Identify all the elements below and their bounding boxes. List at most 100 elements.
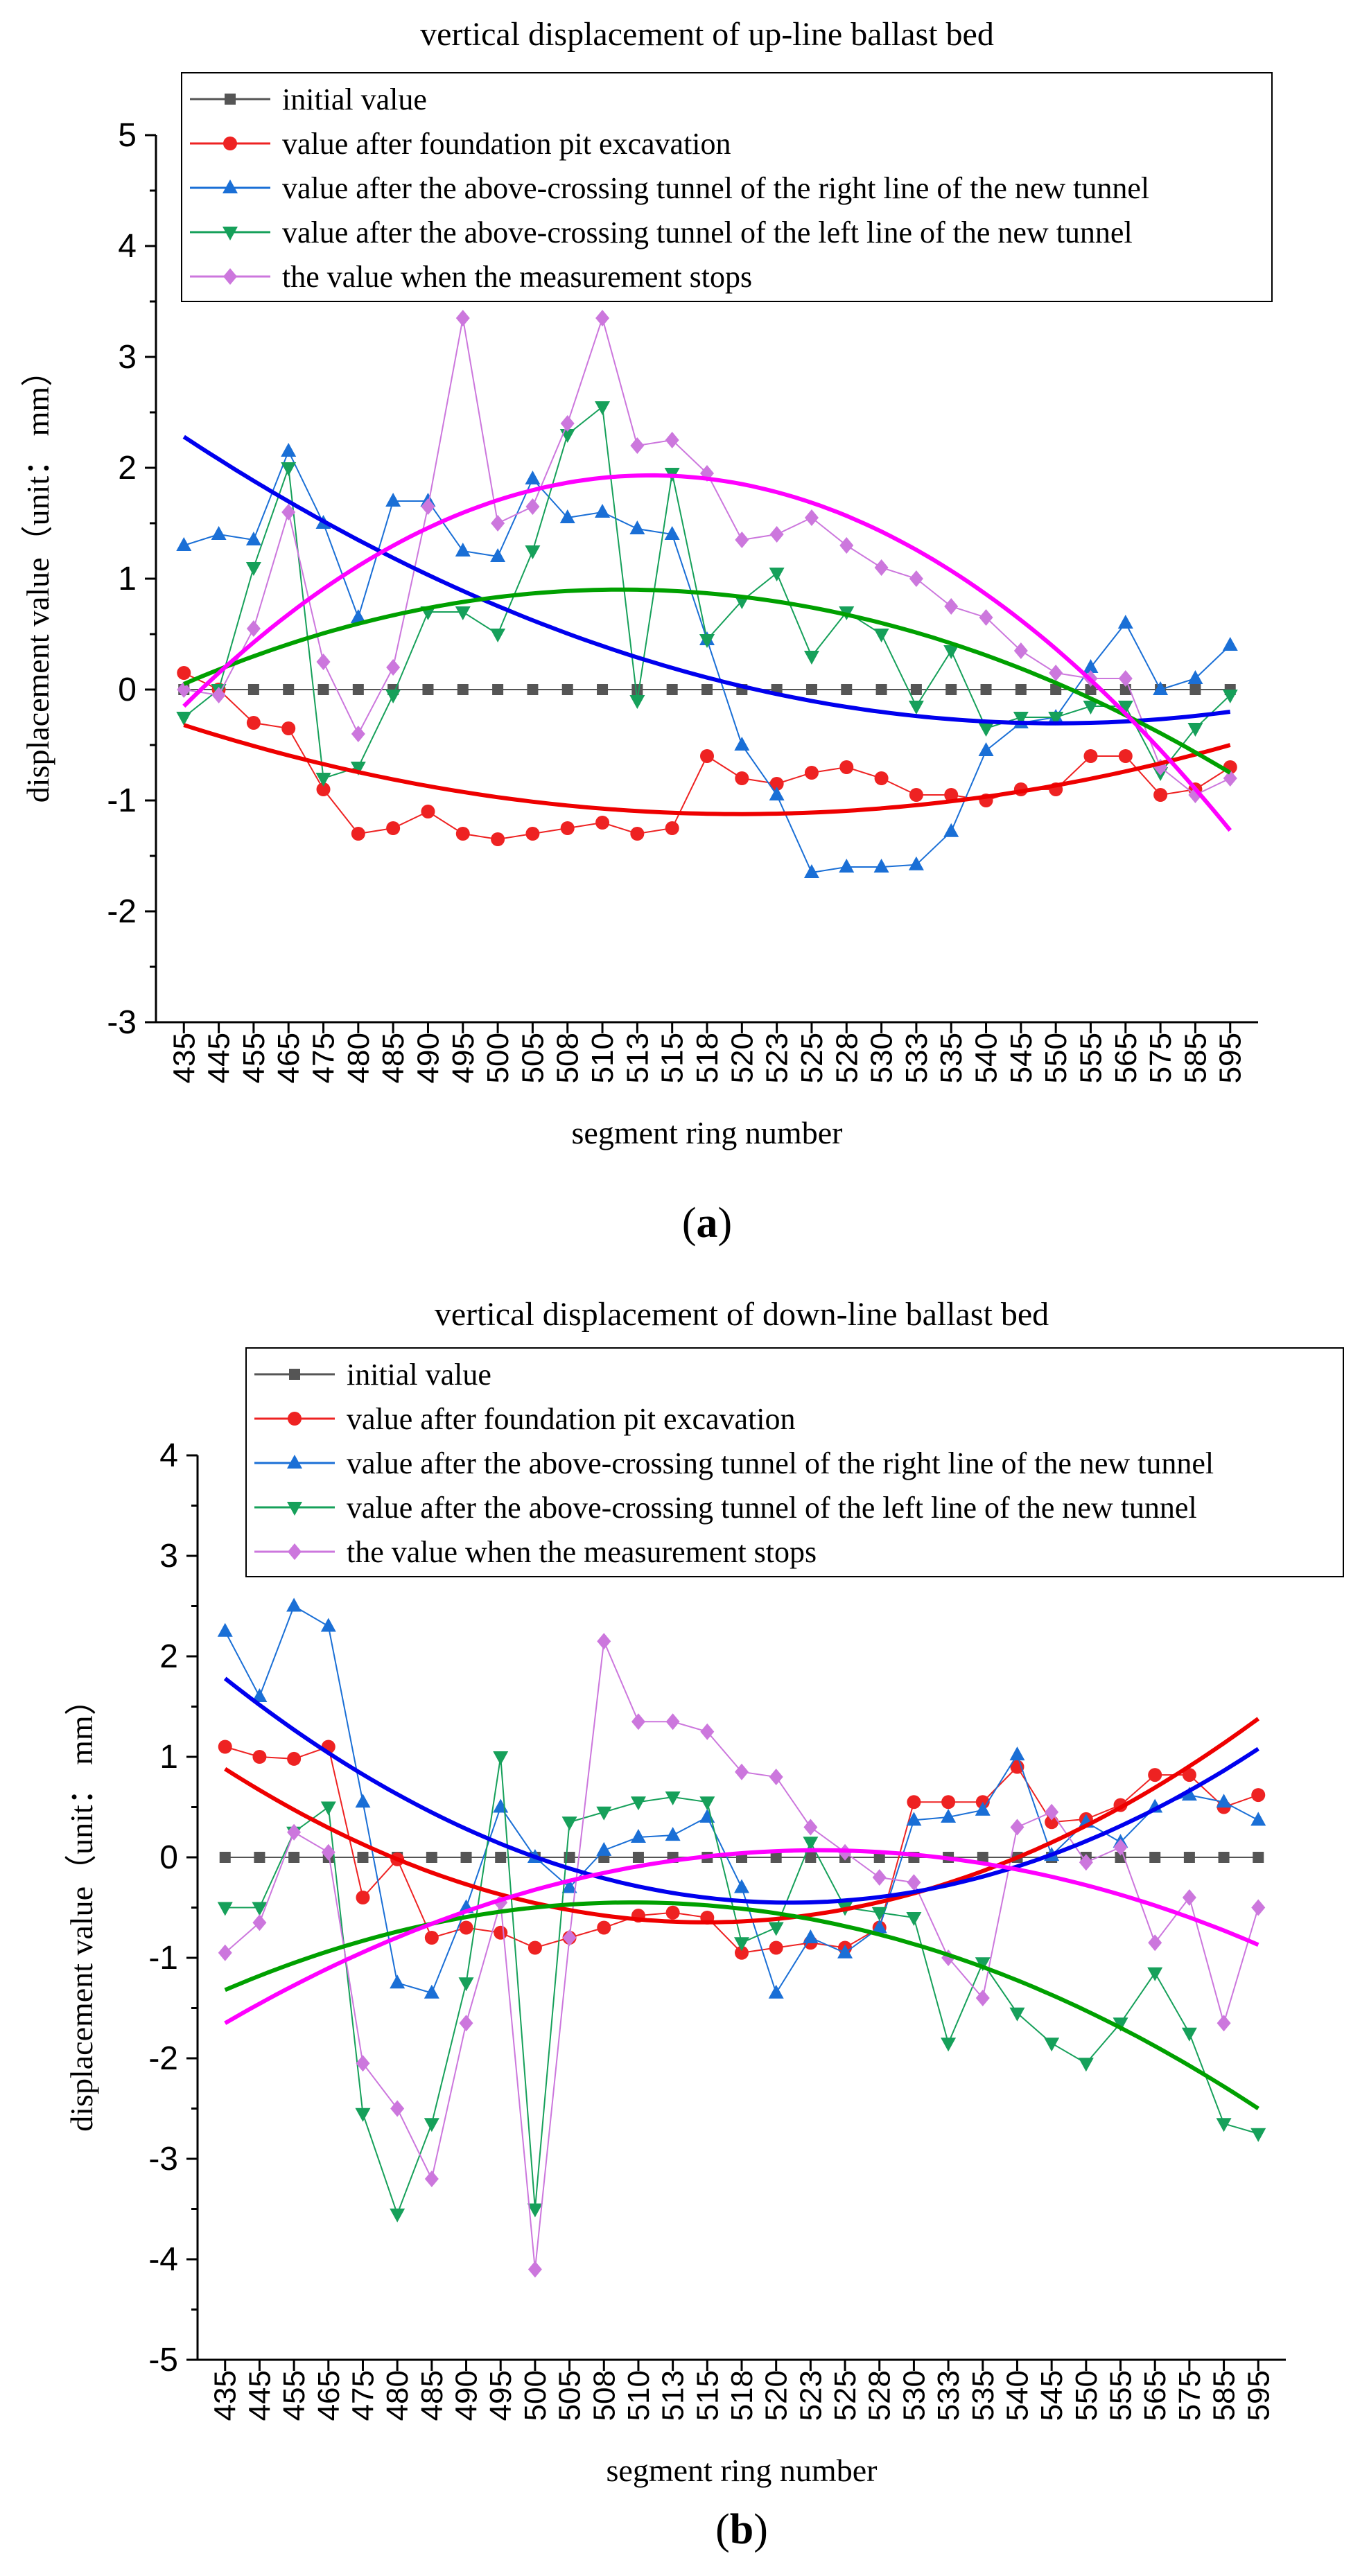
data-point	[631, 1713, 645, 1731]
data-point	[245, 562, 261, 576]
data-point	[281, 504, 296, 520]
y-tick-label: -2	[107, 893, 137, 930]
data-point	[460, 1852, 472, 1863]
data-point	[839, 537, 854, 554]
panel-label-letter: b	[730, 2506, 753, 2553]
data-point	[1250, 1812, 1266, 1826]
x-tick-label: 510	[586, 1033, 620, 1083]
data-point	[872, 1869, 887, 1886]
data-point	[735, 532, 749, 548]
y-tick-label: -1	[148, 1940, 178, 1977]
legend-entry: the value when the measurement stops	[282, 260, 752, 294]
data-point	[1045, 1815, 1059, 1830]
data-point	[252, 1750, 267, 1764]
data-point	[664, 526, 680, 540]
data-point	[527, 1940, 542, 1955]
data-point	[422, 684, 434, 695]
x-tick-label: 575	[1173, 2370, 1207, 2421]
x-tick-label: 520	[760, 2370, 794, 2421]
panel-label-letter: a	[697, 1200, 718, 1247]
data-point	[459, 2015, 473, 2032]
y-tick-label: -5	[148, 2342, 178, 2378]
data-point	[769, 568, 785, 581]
data-point	[1117, 615, 1133, 629]
x-tick-label: 480	[381, 2370, 415, 2421]
data-point	[978, 742, 994, 756]
data-point	[1044, 2038, 1060, 2052]
data-point	[525, 545, 541, 559]
x-tick-label: 550	[1070, 2370, 1104, 2421]
legend-marker	[287, 1455, 302, 1469]
legend-entry: initial value	[347, 1358, 491, 1392]
data-point	[252, 1688, 268, 1702]
y-tick-label: 2	[118, 450, 137, 487]
data-point	[666, 684, 678, 695]
data-point	[944, 598, 959, 615]
data-point	[1083, 701, 1099, 715]
data-point	[495, 1852, 507, 1863]
x-tick-label: 505	[516, 1033, 550, 1083]
x-tick-label: 550	[1039, 1033, 1073, 1083]
y-tick-label: 5	[118, 117, 137, 154]
data-point	[769, 526, 784, 543]
data-point	[665, 1827, 681, 1841]
x-tick-label: 465	[312, 2370, 346, 2421]
panel-label-close: )	[753, 2506, 768, 2553]
data-point	[490, 629, 506, 642]
data-point	[281, 721, 296, 735]
data-point	[560, 415, 575, 432]
y-tick-label: -3	[148, 2141, 178, 2178]
x-tick-label: 535	[934, 1033, 968, 1083]
data-point	[1079, 1854, 1093, 1871]
x-tick-label: 555	[1074, 1033, 1108, 1083]
data-point	[1216, 1794, 1232, 1808]
data-point	[281, 462, 297, 476]
data-point	[561, 684, 573, 695]
data-point	[597, 1920, 611, 1935]
data-point	[665, 1791, 681, 1805]
data-point	[769, 787, 785, 800]
data-point	[630, 1796, 646, 1811]
data-point	[975, 1957, 991, 1972]
x-tick-label: 525	[795, 1033, 829, 1083]
x-tick-label: 545	[1004, 1033, 1038, 1083]
data-point	[246, 620, 261, 637]
legend-marker	[223, 268, 237, 285]
x-tick-label: 523	[794, 2370, 828, 2421]
trendline-2	[224, 1900, 1259, 2111]
y-tick-label: 1	[118, 561, 137, 597]
data-point	[560, 821, 575, 835]
data-point	[316, 782, 331, 796]
data-point	[980, 684, 992, 695]
data-point	[494, 1925, 508, 1940]
data-point	[1113, 2017, 1128, 2032]
data-point	[1013, 642, 1028, 659]
data-point	[217, 1622, 233, 1637]
data-point	[769, 777, 784, 791]
data-point	[1153, 681, 1169, 695]
data-point	[700, 749, 714, 763]
data-point	[1083, 659, 1099, 673]
data-point	[320, 1618, 336, 1632]
trendline-2	[183, 587, 1232, 775]
x-tick-label: 475	[346, 2370, 380, 2421]
y-tick-label: 3	[159, 1538, 178, 1575]
x-axis-label: segment ring number	[572, 1115, 843, 1150]
data-point	[1148, 1768, 1162, 1782]
x-tick-label: 513	[656, 2370, 690, 2421]
data-point	[595, 401, 611, 415]
trendline-3	[182, 473, 1232, 832]
x-tick-label: 500	[518, 2370, 552, 2421]
data-point	[873, 629, 889, 642]
y-tick-label: -2	[148, 2040, 178, 2077]
x-tick-label: 495	[484, 2370, 518, 2421]
data-point	[1118, 670, 1133, 687]
data-point	[527, 2261, 542, 2278]
data-point	[247, 684, 259, 695]
data-point	[1078, 2058, 1094, 2072]
data-point	[699, 1809, 715, 1823]
data-point	[1250, 2128, 1266, 2142]
data-point	[316, 654, 331, 670]
data-point	[317, 684, 329, 695]
x-tick-label: 455	[277, 2370, 311, 2421]
